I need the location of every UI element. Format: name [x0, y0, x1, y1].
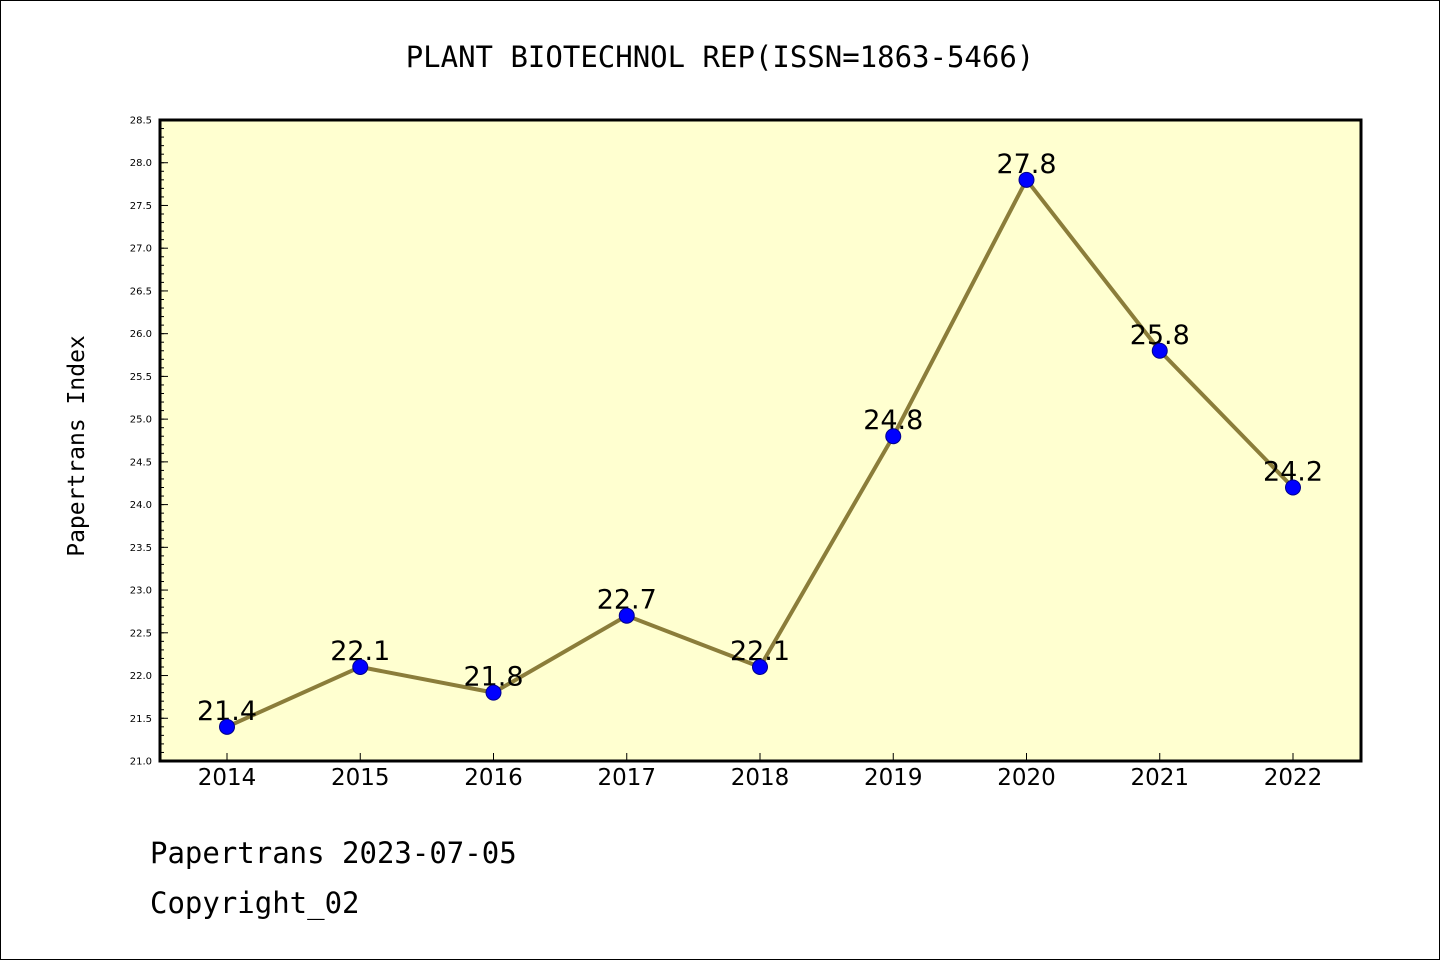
plot-area	[158, 118, 1363, 763]
y-tick-label: 28.0	[130, 158, 152, 169]
data-markers	[219, 171, 1301, 735]
y-axis-label: Papertrans Index	[64, 335, 90, 557]
y-tick-label: 22.5	[130, 628, 152, 639]
x-tick-label: 2016	[464, 765, 523, 791]
data-point-2018	[752, 658, 768, 675]
y-tick-label: 24.0	[130, 500, 152, 511]
y-axis: 21.0 21.5 22.0 22.5 23.0 23.5 24.0 24.5 25.0 25.5…	[130, 116, 168, 768]
data-point-2021	[1151, 342, 1168, 359]
data-point-2014	[219, 718, 235, 735]
x-tick-label: 2018	[731, 765, 790, 791]
y-tick-label: 23.5	[130, 543, 152, 554]
y-tick-label: 28.5	[130, 116, 152, 127]
x-tick-label: 2020	[997, 765, 1056, 791]
data-point-2016	[485, 684, 502, 701]
data-point-2015	[352, 658, 369, 675]
y-tick-label: 25.0	[130, 415, 152, 426]
data-point-2020	[1018, 171, 1035, 188]
data-point-2022	[1285, 479, 1301, 496]
y-tick-label: 23.0	[130, 586, 152, 597]
data-point-2019	[885, 428, 902, 445]
x-tick-label: 2021	[1130, 765, 1189, 791]
y-tick-label: 26.0	[130, 329, 152, 340]
chart-title: PLANT BIOTECHNOL REP(ISSN=1863-5466)	[406, 40, 1035, 74]
x-tick-label: 2017	[597, 765, 656, 791]
y-tick-label: 26.5	[130, 286, 152, 297]
x-axis: 2014 2015 2016 2017 2018 2019 2020 2021 2022	[198, 753, 1323, 791]
x-tick-label: 2015	[331, 765, 390, 791]
footer-copyright: Copyright_02	[150, 886, 360, 920]
y-tick-label: 21.5	[130, 714, 152, 725]
y-tick-label: 22.0	[130, 671, 152, 682]
y-tick-label: 25.5	[130, 372, 152, 383]
data-point-2017	[618, 607, 635, 624]
y-tick-label: 21.0	[130, 757, 152, 768]
y-tick-label: 24.5	[130, 457, 152, 468]
x-tick-label: 2022	[1264, 765, 1323, 791]
y-tick-label: 27.5	[130, 201, 152, 212]
x-tick-label: 2019	[864, 765, 923, 791]
y-tick-label: 27.0	[130, 244, 152, 255]
x-tick-label: 2014	[198, 765, 257, 791]
footer-date: Papertrans 2023-07-05	[150, 836, 517, 870]
